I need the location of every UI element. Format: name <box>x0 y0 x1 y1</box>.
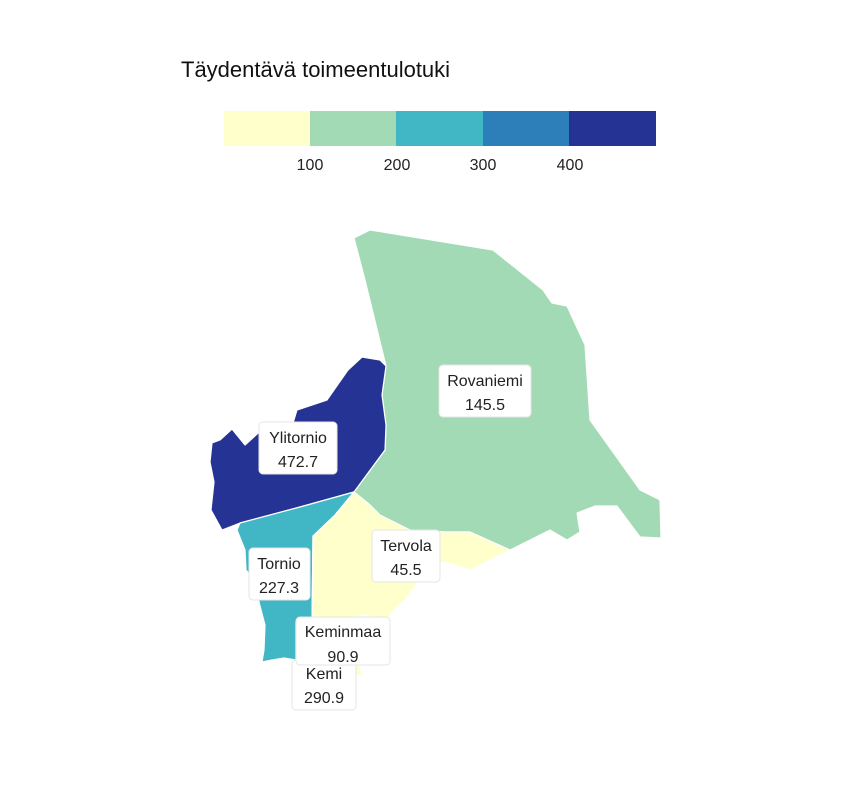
label-tornio-value: 227.3 <box>259 580 299 597</box>
label-tornio-name: Tornio <box>257 556 301 573</box>
legend-tick-100: 100 <box>297 157 324 174</box>
legend-bin-4 <box>483 111 570 146</box>
label-ylitornio-name: Ylitornio <box>269 430 327 447</box>
label-tervola-value: 45.5 <box>390 562 421 579</box>
label-kemi-value: 290.9 <box>304 690 344 707</box>
region-labels: Rovaniemi 145.5 Ylitornio 472.7 Tornio 2… <box>248 364 532 711</box>
label-rovaniemi: Rovaniemi 145.5 <box>438 364 532 418</box>
legend-tick-300: 300 <box>470 157 497 174</box>
label-rovaniemi-value: 145.5 <box>465 397 505 414</box>
legend-tick-200: 200 <box>384 157 411 174</box>
label-keminmaa-value: 90.9 <box>327 649 358 666</box>
label-kemi: Kemi 290.9 <box>291 659 357 711</box>
legend-bin-5 <box>569 111 656 146</box>
label-keminmaa-name: Keminmaa <box>305 624 382 641</box>
legend-bin-1 <box>224 111 311 146</box>
legend-bin-2 <box>310 111 397 146</box>
label-tervola-name: Tervola <box>380 538 432 555</box>
label-ylitornio: Ylitornio 472.7 <box>258 421 338 475</box>
color-legend: 100 200 300 400 <box>224 111 656 174</box>
label-ylitornio-value: 472.7 <box>278 454 318 471</box>
label-tervola: Tervola 45.5 <box>371 529 441 583</box>
legend-bin-3 <box>396 111 484 146</box>
legend-tick-400: 400 <box>557 157 584 174</box>
label-keminmaa: Keminmaa 90.9 <box>295 616 391 666</box>
label-rovaniemi-name: Rovaniemi <box>447 373 523 390</box>
map-title: Täydentävä toimeentulotuki <box>181 57 450 82</box>
label-kemi-name: Kemi <box>306 666 342 683</box>
label-tornio: Tornio 227.3 <box>248 547 311 601</box>
